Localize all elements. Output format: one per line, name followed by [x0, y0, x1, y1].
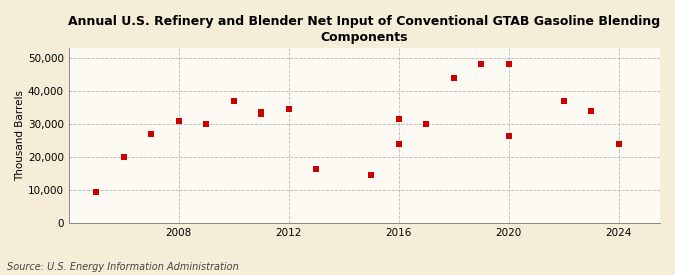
Title: Annual U.S. Refinery and Blender Net Input of Conventional GTAB Gasoline Blendin: Annual U.S. Refinery and Blender Net Inp…: [68, 15, 660, 44]
Point: [284, 107, 294, 111]
Point: [146, 132, 157, 136]
Point: [504, 62, 514, 67]
Text: Source: U.S. Energy Information Administration: Source: U.S. Energy Information Administ…: [7, 262, 238, 272]
Point: [504, 133, 514, 138]
Point: [394, 117, 404, 121]
Y-axis label: Thousand Barrels: Thousand Barrels: [15, 90, 25, 181]
Point: [366, 173, 377, 177]
Point: [448, 76, 459, 80]
Point: [256, 110, 267, 115]
Point: [173, 119, 184, 123]
Point: [614, 142, 624, 146]
Point: [476, 62, 487, 67]
Point: [586, 109, 597, 113]
Point: [394, 142, 404, 146]
Point: [558, 99, 569, 103]
Point: [118, 155, 129, 159]
Point: [421, 122, 431, 126]
Point: [228, 99, 239, 103]
Point: [256, 112, 267, 116]
Point: [90, 189, 101, 194]
Point: [200, 122, 211, 126]
Point: [310, 166, 321, 171]
